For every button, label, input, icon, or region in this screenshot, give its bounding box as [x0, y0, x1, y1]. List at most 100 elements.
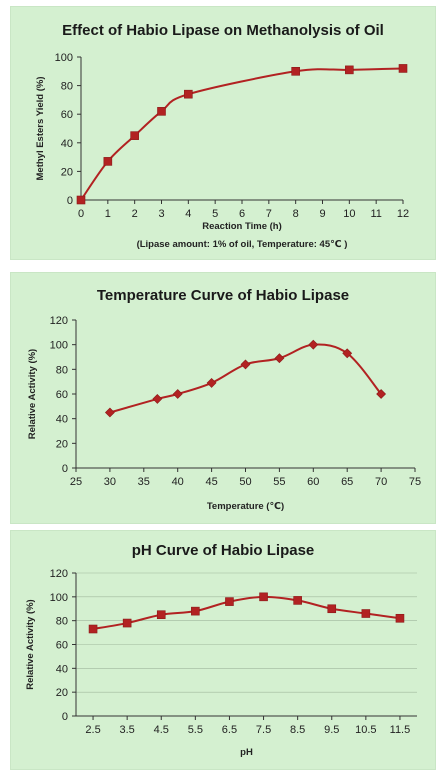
y-tick-label: 100	[55, 52, 73, 64]
data-point-marker	[103, 157, 113, 166]
data-point-marker	[398, 64, 408, 73]
x-tick-label: 25	[70, 476, 82, 488]
data-point-marker	[157, 107, 166, 116]
x-tick-label: 55	[273, 476, 285, 488]
y-tick-label: 120	[50, 568, 68, 580]
data-point-marker	[361, 609, 371, 618]
data-point-marker	[191, 606, 200, 616]
x-tick-label: 9.5	[324, 724, 339, 736]
x-tick-label: 6	[239, 208, 245, 220]
y-tick-label: 0	[62, 463, 68, 475]
y-tick-label: 80	[61, 81, 73, 93]
x-tick-label: 2.5	[85, 724, 100, 736]
data-point-marker	[259, 592, 268, 602]
y-tick-label: 80	[56, 616, 68, 628]
temperature-chart: Temperature Curve of Habio Lipase 0 20 40 60…	[27, 287, 421, 512]
x-tick-label: 65	[341, 476, 353, 488]
yield-chart-panel: Effect of Habio Lipase on Methanolysis o…	[10, 6, 436, 260]
y-axis-label: Relative Activity (%)	[27, 349, 38, 439]
y-axis-label: Relative Activity (%)	[25, 599, 36, 689]
x-tick-label: 5	[212, 208, 218, 220]
series-line	[109, 343, 382, 414]
data-point-marker	[376, 389, 387, 399]
y-tick-label: 60	[56, 389, 68, 401]
x-tick-label: 9	[319, 208, 325, 220]
y-tick-label: 40	[56, 414, 68, 426]
y-tick-label: 20	[56, 438, 68, 450]
ph-chart-panel: pH Curve of Habio Lipase 0 20 40 60 80 100 120 2…	[10, 530, 436, 770]
data-point-marker	[88, 624, 98, 634]
data-point-marker	[206, 377, 217, 388]
data-point-marker	[122, 618, 132, 628]
x-tick-label: 45	[205, 476, 217, 488]
chart-title: Temperature Curve of Habio Lipase	[97, 287, 349, 304]
data-point-marker	[156, 610, 166, 620]
temperature-chart-panel: Temperature Curve of Habio Lipase 0 20 40 60…	[10, 272, 436, 524]
x-tick-label: 3	[158, 208, 164, 220]
x-tick-label: 70	[375, 476, 387, 488]
y-tick-label: 100	[50, 340, 68, 352]
x-tick-label: 4.5	[154, 724, 169, 736]
x-tick-label: 4	[185, 208, 191, 220]
data-point-marker	[225, 597, 234, 606]
x-tick-label: 10.5	[355, 724, 376, 736]
y-tick-label: 120	[50, 315, 68, 327]
y-tick-label: 60	[61, 109, 73, 121]
data-point-marker	[291, 66, 300, 76]
y-axis-label: Methyl Esters Yield (%)	[35, 76, 46, 180]
data-point-marker	[342, 348, 353, 359]
x-tick-label: 8.5	[290, 724, 305, 736]
data-point-marker	[172, 389, 183, 399]
x-tick-label: 1	[105, 208, 111, 220]
data-point-marker	[130, 131, 139, 140]
y-tick-label: 60	[56, 640, 68, 652]
y-tick-label: 40	[61, 138, 73, 150]
x-tick-label: 3.5	[120, 724, 135, 736]
x-tick-label: 2	[132, 208, 138, 220]
data-point-marker	[395, 613, 405, 623]
y-tick-label: 20	[61, 166, 73, 178]
data-point-marker	[274, 353, 285, 364]
chart-annotation: (Lipase amount: 1% of oil, Temperature: …	[137, 239, 348, 250]
x-tick-label: 11.5	[390, 724, 411, 736]
data-point-marker	[345, 65, 354, 75]
x-tick-label: 8	[293, 208, 299, 220]
data-point-marker	[184, 89, 193, 99]
y-tick-label: 0	[62, 711, 68, 723]
x-tick-label: 12	[397, 208, 409, 220]
x-tick-label: 10	[343, 208, 355, 220]
x-tick-label: 6.5	[222, 724, 237, 736]
x-tick-label: 75	[409, 476, 421, 488]
data-point-marker	[76, 195, 86, 205]
x-tick-label: 35	[138, 476, 150, 488]
y-tick-label: 100	[50, 592, 68, 604]
y-tick-label: 40	[56, 663, 68, 675]
x-tick-label: 60	[307, 476, 319, 488]
x-axis-label: pH	[240, 747, 253, 758]
data-point-marker	[308, 339, 319, 350]
data-point-marker	[152, 394, 163, 404]
yield-chart: Effect of Habio Lipase on Methanolysis o…	[35, 22, 409, 250]
chart-title: Effect of Habio Lipase on Methanolysis o…	[62, 22, 384, 39]
series-line	[92, 595, 401, 630]
chart-title: pH Curve of Habio Lipase	[132, 542, 315, 559]
y-tick-label: 80	[56, 364, 68, 376]
y-tick-label: 0	[67, 195, 73, 207]
data-point-marker	[293, 596, 302, 605]
x-tick-label: 11	[370, 208, 381, 220]
data-point-marker	[327, 604, 337, 614]
x-axis-label: Reaction Time (h)	[202, 221, 282, 232]
x-tick-label: 5.5	[188, 724, 203, 736]
series-line	[80, 67, 404, 201]
data-point-marker	[104, 407, 115, 418]
y-tick-label: 20	[56, 687, 68, 699]
ph-chart: pH Curve of Habio Lipase 0 20 40 60 80 100 120 2…	[25, 542, 417, 758]
x-tick-label: 30	[104, 476, 116, 488]
x-axis-label: Temperature (℃)	[207, 501, 284, 512]
data-point-marker	[240, 359, 251, 370]
x-tick-label: 50	[239, 476, 251, 488]
x-tick-label: 0	[78, 208, 84, 220]
x-tick-label: 40	[172, 476, 184, 488]
x-tick-label: 7	[266, 208, 272, 220]
x-tick-label: 7.5	[256, 724, 271, 736]
